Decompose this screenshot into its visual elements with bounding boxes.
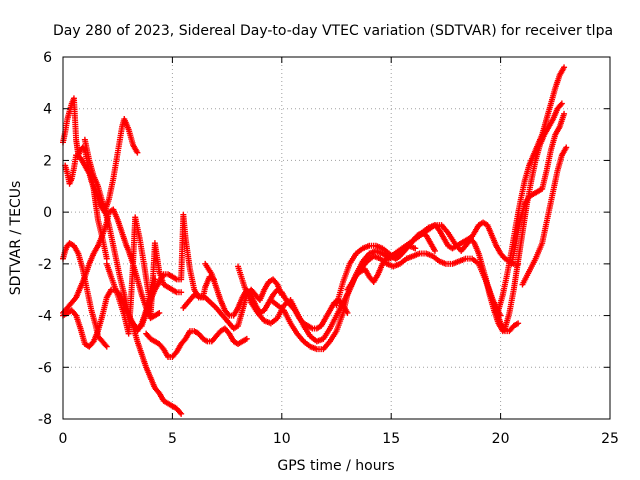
data-point: [515, 320, 522, 327]
plot-data: [60, 64, 570, 417]
series-track-19: [508, 110, 568, 267]
data-point: [500, 326, 507, 333]
series-track-18: [495, 64, 568, 314]
data-point: [134, 149, 141, 156]
data-point: [156, 309, 163, 316]
data-point: [103, 343, 110, 350]
series-track-15: [344, 250, 522, 335]
data-point: [102, 342, 109, 349]
y-tick-label: 4: [43, 102, 52, 118]
x-tick-label: 25: [601, 431, 619, 447]
y-tick-label: -2: [38, 257, 52, 273]
y-tick-label: 6: [43, 50, 52, 66]
data-point: [561, 64, 568, 71]
data-point: [273, 280, 280, 287]
data-point: [561, 110, 568, 117]
axis-ticks: 0 5 10 15 20 25 -8 -6 -4 -2 0 2 4 6: [38, 50, 619, 447]
data-point: [178, 410, 185, 417]
x-tick-label: 0: [59, 431, 68, 447]
data-point: [558, 100, 565, 107]
series-track-8: [134, 211, 217, 335]
series-track-4: [60, 240, 110, 350]
data-point: [225, 311, 232, 318]
data-point: [103, 255, 110, 262]
series-track-9: [143, 325, 250, 360]
series-track-2: [62, 116, 141, 216]
x-tick-label: 15: [382, 431, 400, 447]
y-tick-label: -8: [38, 412, 52, 428]
data-point: [412, 245, 419, 252]
series-track-6: [60, 276, 158, 350]
chart-title: Day 280 of 2023, Sidereal Day-to-day VTE…: [53, 23, 613, 39]
data-point: [178, 289, 185, 296]
data-point: [177, 409, 184, 416]
series-track-3: [81, 136, 185, 417]
y-axis-label: SDTVAR / TECUs: [8, 181, 24, 296]
y-tick-label: -6: [38, 360, 52, 376]
data-point: [72, 311, 79, 318]
data-point: [89, 339, 96, 346]
y-tick-label: 0: [43, 205, 52, 221]
data-point: [243, 335, 250, 342]
x-axis-label: GPS time / hours: [277, 458, 394, 474]
plot-frame: [62, 56, 611, 420]
data-point: [431, 247, 438, 254]
y-tick-label: 2: [43, 153, 52, 169]
x-tick-label: 20: [492, 431, 510, 447]
data-point: [557, 101, 564, 108]
x-tick-label: 5: [168, 431, 177, 447]
data-point: [72, 295, 79, 302]
y-tick-label: -4: [38, 309, 52, 325]
x-tick-label: 10: [273, 431, 291, 447]
series-track-20: [519, 144, 570, 288]
grid: [63, 57, 610, 419]
series-track-7: [103, 214, 185, 337]
data-point: [563, 144, 570, 151]
